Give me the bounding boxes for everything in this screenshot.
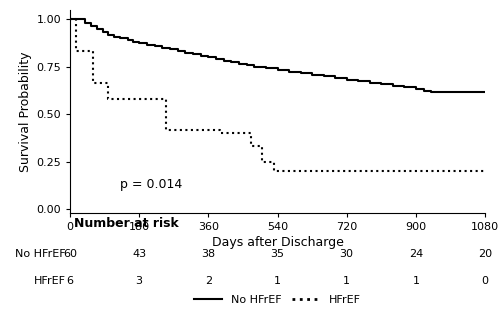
- Text: 3: 3: [136, 276, 142, 286]
- Text: Number at risk: Number at risk: [74, 217, 179, 230]
- Text: No HFrEF: No HFrEF: [15, 250, 66, 259]
- Text: 0: 0: [482, 276, 488, 286]
- Text: HFrEF: HFrEF: [34, 276, 66, 286]
- Text: 6: 6: [66, 276, 73, 286]
- Text: 2: 2: [205, 276, 212, 286]
- Text: 43: 43: [132, 250, 146, 259]
- Y-axis label: Survival Probability: Survival Probability: [19, 51, 32, 172]
- Text: 1: 1: [412, 276, 420, 286]
- Text: 20: 20: [478, 250, 492, 259]
- Text: 24: 24: [408, 250, 423, 259]
- Legend: No HFrEF, HFrEF: No HFrEF, HFrEF: [190, 290, 366, 309]
- Text: 60: 60: [63, 250, 77, 259]
- Text: 1: 1: [274, 276, 281, 286]
- Text: 35: 35: [270, 250, 284, 259]
- Text: p = 0.014: p = 0.014: [120, 178, 182, 192]
- Text: 1: 1: [343, 276, 350, 286]
- Text: 38: 38: [202, 250, 215, 259]
- Text: 30: 30: [340, 250, 353, 259]
- X-axis label: Days after Discharge: Days after Discharge: [212, 236, 344, 249]
